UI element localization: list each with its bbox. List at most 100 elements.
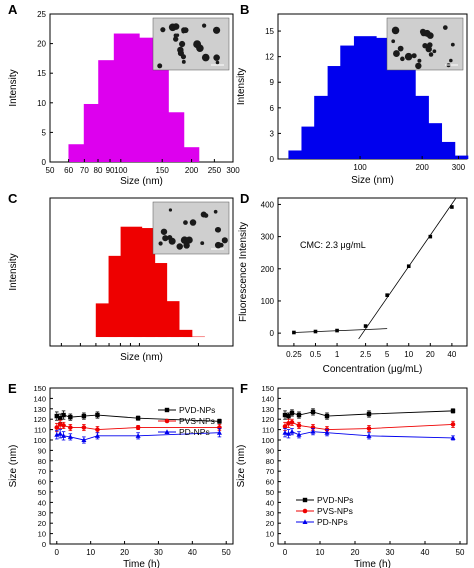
x-tick-label: 5	[385, 350, 390, 359]
marker-square	[302, 497, 308, 503]
marker-circle	[135, 425, 141, 430]
x-tick-label: 300	[452, 163, 466, 172]
y-tick-label: 20	[37, 40, 46, 49]
y-axis-label: Fluorescence Intensity	[238, 222, 249, 322]
x-tick-label: 10	[316, 548, 325, 557]
nanoparticle	[162, 235, 169, 242]
nanoparticle	[177, 46, 184, 54]
panel-letter: B	[240, 2, 249, 17]
y-tick-label: 0	[270, 540, 274, 549]
y-tick-label: 80	[38, 457, 46, 466]
marker-triangle	[366, 433, 372, 438]
x-tick-label: 0.25	[286, 350, 302, 359]
y-tick-label: 0	[42, 540, 46, 549]
x-tick-label: 50	[222, 548, 231, 557]
marker-square	[164, 407, 170, 413]
nanoparticle	[215, 60, 220, 65]
bar	[288, 150, 312, 159]
y-axis-label: Intensity	[8, 69, 19, 106]
data-point	[428, 234, 433, 239]
legend-entry: PD-NPs	[179, 427, 210, 437]
fit-line-high	[358, 198, 456, 340]
y-tick-label: 120	[33, 415, 46, 424]
series	[54, 428, 222, 444]
x-tick-label: 30	[154, 548, 163, 557]
marker-triangle	[81, 437, 87, 442]
nanoparticle	[157, 63, 163, 69]
nanoparticle	[400, 56, 405, 62]
x-axis-label: Time (h)	[123, 559, 160, 568]
x-tick-label: 60	[64, 166, 73, 175]
x-tick-label: 30	[386, 548, 395, 557]
fit-line-low	[293, 328, 388, 333]
y-tick-label: 40	[38, 498, 46, 507]
nanoparticle	[221, 237, 228, 244]
bar	[432, 141, 456, 159]
plot-frame	[49, 387, 234, 545]
panel-letter: E	[8, 381, 17, 396]
nanoparticle	[442, 25, 448, 30]
x-axis-label: Size (nm)	[351, 175, 394, 186]
marker-square	[54, 413, 59, 419]
nanoparticle	[181, 59, 186, 64]
nanoparticle	[193, 40, 202, 49]
nanoparticle	[176, 243, 183, 250]
nanoparticle	[449, 58, 453, 63]
nanoparticle	[417, 58, 422, 63]
y-tick-label: 100	[261, 436, 274, 445]
legend-entry: PVS-NPs	[179, 416, 215, 426]
y-tick-label: 15	[37, 69, 46, 78]
y-tick-label: 150	[33, 384, 46, 393]
marker-square	[135, 415, 141, 421]
y-tick-label: 25	[37, 10, 46, 19]
y-tick-label: 90	[38, 446, 46, 455]
marker-triangle	[450, 435, 456, 440]
y-tick-label: 140	[261, 394, 274, 403]
nanoparticle	[426, 32, 434, 39]
y-tick-label: 0	[270, 329, 275, 338]
marker-triangle	[302, 519, 308, 524]
x-tick-label: 40	[188, 548, 197, 557]
y-tick-label: 9	[270, 78, 275, 87]
y-tick-label: 300	[261, 233, 275, 242]
data-point	[292, 330, 296, 335]
nanoparticle	[180, 54, 187, 60]
legend-entry: PD-NPs	[317, 517, 348, 527]
y-tick-label: 110	[262, 426, 274, 435]
y-axis-label: Intensity	[8, 253, 19, 290]
y-tick-label: 120	[261, 415, 274, 424]
marker-square	[282, 412, 288, 418]
marker-circle	[95, 427, 100, 432]
y-tick-label: 70	[38, 467, 46, 476]
series	[54, 419, 222, 434]
nanoparticle	[213, 209, 218, 214]
y-tick-label: 100	[33, 436, 46, 445]
y-tick-label: 50	[38, 488, 46, 497]
nanoparticle	[415, 62, 422, 70]
nanoparticle	[203, 213, 209, 218]
marker-square	[57, 415, 63, 421]
nanoparticle	[422, 43, 428, 49]
y-tick-label: 30	[266, 509, 274, 518]
marker-triangle	[286, 431, 291, 436]
series	[282, 418, 456, 434]
nanoparticle	[158, 241, 163, 246]
x-tick-label: 10	[404, 350, 413, 359]
nanoparticle	[214, 227, 221, 233]
x-tick-label: 150	[156, 166, 170, 175]
nanoparticle	[391, 39, 396, 44]
nanoparticle	[428, 52, 434, 57]
panel-letter: C	[8, 191, 18, 206]
nanoparticle	[201, 23, 207, 28]
marker-square	[61, 412, 66, 418]
nanoparticle	[391, 26, 400, 35]
x-tick-label: 40	[421, 548, 430, 557]
x-tick-label: 70	[80, 166, 89, 175]
legend-entry: PVS-NPs	[317, 506, 353, 516]
marker-square	[81, 413, 87, 419]
nanoparticle	[214, 241, 222, 249]
marker-square	[217, 419, 222, 424]
x-tick-label: 90	[106, 166, 115, 175]
nanoparticle	[419, 28, 426, 35]
